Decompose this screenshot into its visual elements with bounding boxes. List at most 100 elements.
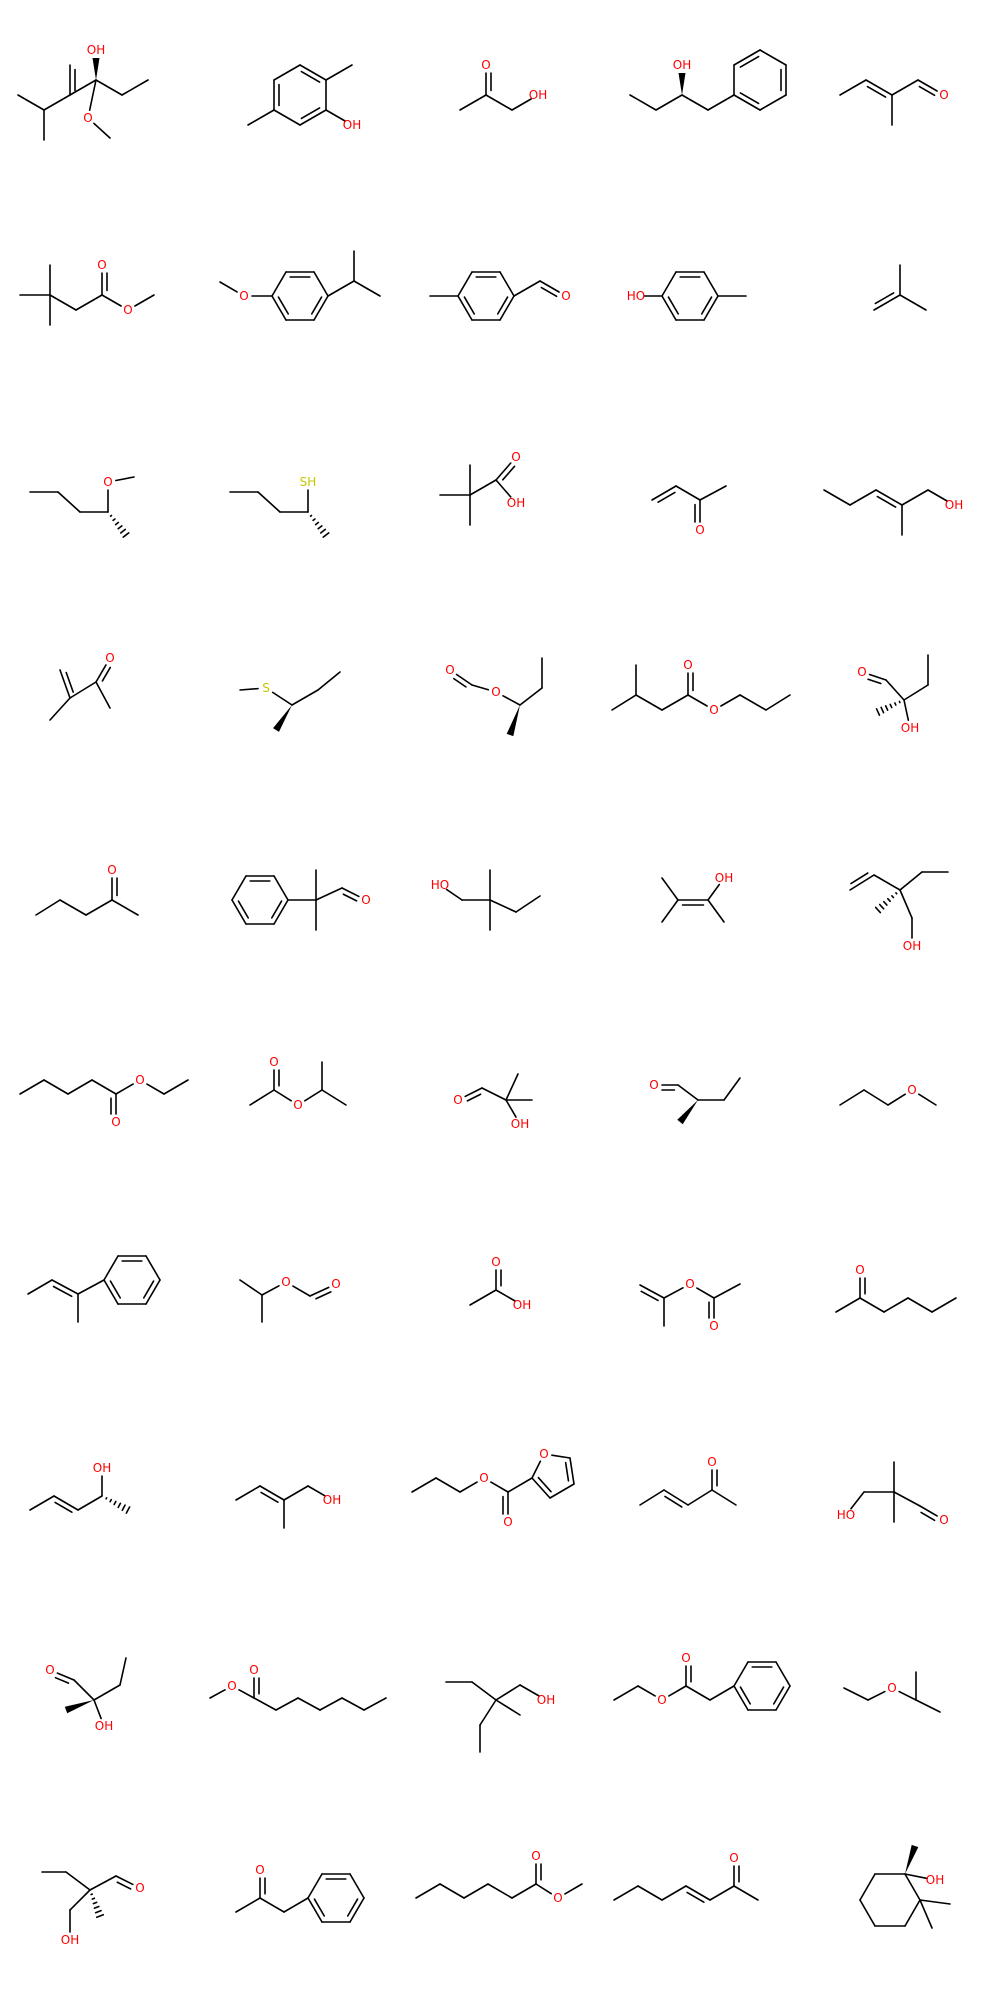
molecule: SH [229, 475, 330, 538]
bond [300, 70, 321, 83]
atom-label: O [281, 1275, 290, 1289]
atom-label: O [939, 1513, 948, 1527]
bond [664, 1495, 683, 1508]
bond [51, 1279, 79, 1295]
bond [904, 1899, 921, 1927]
bond [145, 1279, 161, 1305]
hash-bond [880, 706, 885, 714]
bond [495, 479, 512, 498]
bond [668, 1685, 687, 1697]
bond [261, 1285, 280, 1296]
bond [489, 899, 517, 913]
bond [29, 1495, 55, 1511]
bond [249, 1089, 275, 1106]
bond [507, 1477, 533, 1493]
bond [101, 666, 112, 682]
molecule: OH [29, 1461, 131, 1514]
bond [887, 1093, 907, 1106]
hash-bond [125, 1506, 131, 1514]
bond [54, 1501, 73, 1514]
hash-bond [314, 521, 320, 526]
bond [865, 79, 893, 96]
bond [868, 673, 887, 681]
bond [739, 55, 760, 68]
bond [687, 694, 708, 707]
bond [903, 684, 929, 701]
bond [904, 1873, 921, 1901]
bond [711, 1489, 737, 1506]
atom-label: O [695, 523, 704, 537]
atom-label: O [503, 1515, 512, 1529]
atom-label: O [649, 1078, 658, 1092]
bond [299, 109, 327, 126]
atom-label: OH [343, 118, 361, 132]
bond [915, 1699, 941, 1713]
atom-label: O [45, 1663, 54, 1677]
bond [119, 1657, 127, 1686]
bond [111, 899, 139, 916]
bond [876, 495, 897, 508]
hash-bond [891, 895, 895, 899]
bond [613, 1885, 639, 1901]
bond [487, 1883, 513, 1899]
molecule: O [429, 271, 571, 321]
bond [300, 107, 321, 120]
bond [27, 1279, 53, 1295]
atom-label: O [105, 651, 114, 665]
bond [696, 1287, 715, 1299]
molecule: OH [247, 64, 361, 132]
bond [849, 874, 875, 891]
atom-label: OH [61, 1933, 79, 1947]
bond [273, 109, 301, 126]
atom-label: O [681, 1651, 690, 1665]
bond [457, 271, 473, 297]
atom-label: O [683, 658, 692, 672]
bond [859, 1873, 876, 1901]
bond [235, 1485, 261, 1501]
atom-label: O [729, 1851, 738, 1865]
atom-label: O [83, 111, 92, 125]
bond [257, 491, 281, 513]
bond [471, 1681, 497, 1701]
bond [739, 1686, 752, 1705]
bond [919, 1505, 938, 1517]
bond [703, 295, 719, 321]
hash-bond [878, 903, 885, 910]
bond [341, 887, 360, 898]
wedge-bond [92, 58, 100, 80]
molecule: HO [431, 869, 541, 931]
bond [505, 1099, 517, 1118]
bond [675, 485, 701, 501]
bond [452, 677, 467, 688]
bond [459, 94, 487, 111]
bond [469, 479, 497, 496]
bond [439, 1883, 465, 1899]
bond [49, 294, 77, 311]
bond [867, 1690, 886, 1701]
bond [297, 1697, 321, 1711]
molecule: OO [611, 658, 791, 717]
bond [661, 1885, 687, 1901]
bond [823, 489, 851, 506]
bond [513, 280, 541, 297]
bond [313, 1898, 326, 1917]
bond [496, 296, 509, 315]
bond [69, 79, 97, 96]
hash-bond [109, 514, 113, 517]
bond [275, 1697, 299, 1711]
bond [637, 1885, 663, 1901]
atom-label: O [491, 1255, 500, 1269]
atom-label: OH [715, 871, 733, 885]
atom-label: O [887, 1681, 896, 1695]
bond [667, 296, 680, 315]
bond [95, 79, 123, 96]
bond [77, 1495, 103, 1511]
bond [898, 1690, 917, 1701]
molecule: OO [445, 657, 543, 737]
bond [681, 94, 709, 111]
wedge-bond [905, 1844, 919, 1874]
atom-label: HO [431, 878, 449, 892]
molecule: O O O [411, 1447, 575, 1529]
bond [319, 1697, 343, 1711]
bond [273, 1089, 293, 1102]
